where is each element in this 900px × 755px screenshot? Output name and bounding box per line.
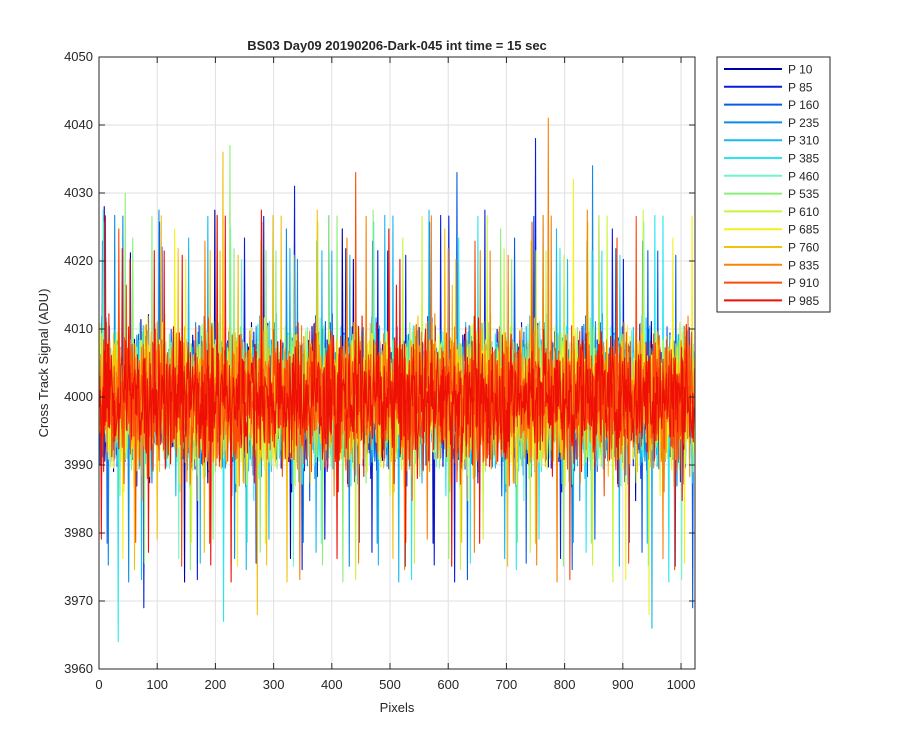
y-tick-label: 4010	[64, 321, 93, 336]
x-tick-label: 1000	[667, 677, 696, 692]
x-tick-label: 0	[95, 677, 102, 692]
plot-frame	[98, 56, 696, 670]
y-axis-ticks: 3960 3970 3980 3990 4000 4010 4020 4030 4040 4050	[64, 49, 695, 676]
legend-label: P 535	[788, 187, 819, 201]
x-tick-label: 500	[379, 677, 401, 692]
y-tick-label: 4020	[64, 253, 93, 268]
x-tick-label: 800	[554, 677, 576, 692]
legend-label: P 160	[788, 98, 819, 112]
y-tick-label: 4030	[64, 185, 93, 200]
legend-label: P 760	[788, 241, 819, 255]
x-tick-label: 100	[146, 677, 168, 692]
legend-label: P 985	[788, 294, 819, 308]
y-tick-label: 3960	[64, 661, 93, 676]
x-tick-label: 200	[205, 677, 227, 692]
legend-label: P 10	[788, 63, 813, 77]
legend-label: P 685	[788, 223, 819, 237]
x-tick-label: 400	[321, 677, 343, 692]
legend-label: P 610	[788, 205, 819, 219]
x-tick-label: 600	[437, 677, 459, 692]
y-tick-label: 3990	[64, 457, 93, 472]
x-tick-label: 700	[496, 677, 518, 692]
chart-title: BS03 Day09 20190206-Dark-045 int time = …	[247, 38, 547, 53]
y-axis-label: Cross Track Signal (ADU)	[36, 289, 51, 438]
y-tick-label: 4040	[64, 117, 93, 132]
legend-label: P 385	[788, 152, 819, 166]
x-axis-ticks: 0 100 200 300 400 500 600 700 800 900 1000	[95, 57, 695, 692]
y-tick-label: 4050	[64, 49, 93, 64]
x-axis-label: Pixels	[380, 700, 415, 715]
legend: P 10 P 85 P 160 P 235 P 310 P 385 P 460 P 535 P …	[716, 56, 831, 313]
x-tick-label: 300	[263, 677, 285, 692]
legend-label: P 235	[788, 116, 819, 130]
x-tick-label: 900	[612, 677, 634, 692]
series-line-p-985	[98, 209, 695, 583]
legend-label: P 85	[788, 80, 813, 94]
legend-label: P 835	[788, 258, 819, 272]
legend-label: P 460	[788, 169, 819, 183]
y-tick-label: 3980	[64, 525, 93, 540]
legend-label: P 310	[788, 134, 819, 148]
legend-label: P 910	[788, 276, 819, 290]
y-tick-label: 4000	[64, 389, 93, 404]
legend-box	[716, 56, 831, 313]
y-tick-label: 3970	[64, 593, 93, 608]
series-lines	[98, 117, 695, 643]
